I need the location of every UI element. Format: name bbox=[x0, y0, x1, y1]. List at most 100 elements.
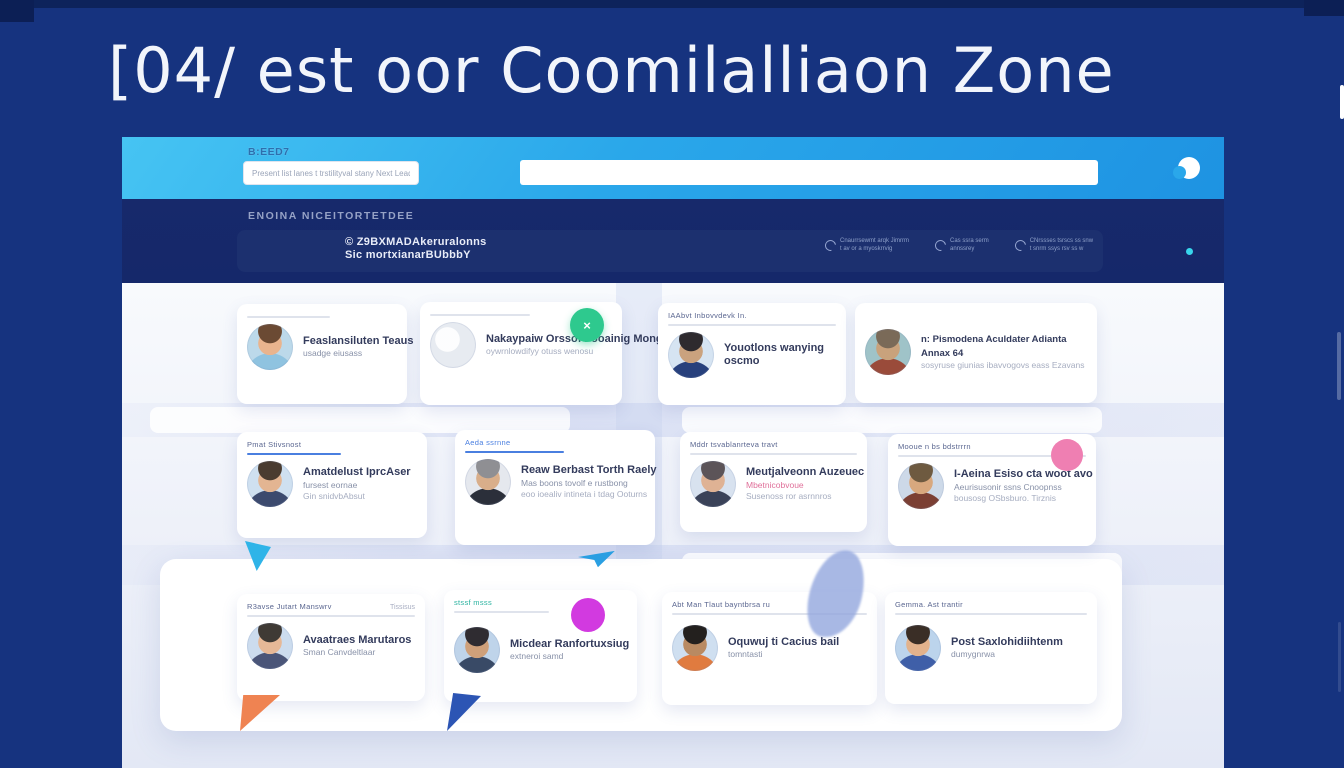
contact-name-line2: oscmo bbox=[724, 355, 760, 367]
contact-card[interactable]: Aeda ssrnne Reaw Berbast Torth Raely Mas… bbox=[455, 430, 657, 545]
status-dot bbox=[1186, 248, 1193, 255]
contact-name: Avaatraes Marutaros bbox=[303, 633, 412, 646]
card-header-right: Tissisus bbox=[389, 604, 415, 611]
nav-panel: © Z9BXMADAkeruralonns Sic mortxianarBUbb… bbox=[237, 230, 1103, 272]
card-header: Abt Man Tlaut bayntbrsa ru bbox=[672, 600, 771, 609]
contact-name: I-Aeina Esiso cta woot avo bbox=[954, 468, 1093, 481]
nav-link-2[interactable]: Cas ssra serm annssrey bbox=[932, 237, 989, 254]
contact-detail: extneroi samd bbox=[510, 651, 564, 662]
contact-detail: Mbetnicobvoue bbox=[746, 479, 804, 490]
contact-detail: tomntasti bbox=[728, 649, 763, 660]
nav-link-1[interactable]: Cnaurrsewmt arqk Jimrrm t av or a myoskr… bbox=[822, 237, 909, 254]
scrollbar-track-mark bbox=[1337, 332, 1341, 400]
contact-name: Meutjalveonn Auzeuec bbox=[746, 466, 865, 479]
card-divider bbox=[247, 615, 415, 617]
card-header: Mddr tsvablanrteva travt bbox=[690, 440, 778, 449]
contact-card[interactable]: Mooue n bs bdstrrrn I-Aeina Esiso cta wo… bbox=[888, 434, 1096, 546]
contact-detail: Mas boons tovolf e rustbong bbox=[521, 477, 628, 488]
avatar bbox=[465, 459, 511, 505]
swirl-icon[interactable] bbox=[1173, 157, 1200, 179]
background-strip bbox=[682, 407, 1102, 433]
contact-name: Post Saxlohidiihtenm bbox=[951, 635, 1063, 648]
contact-name: n: Pismodena Aculdater Adianta Annax 64 bbox=[921, 334, 1067, 359]
contact-detail: usadge eiusass bbox=[303, 348, 363, 359]
nav-link-label-top: Cnaurrsewmt arqk Jimrrm bbox=[840, 238, 910, 244]
avatar bbox=[454, 627, 500, 673]
contact-card[interactable]: Feaslansiluten Teaus usadge eiusass bbox=[237, 304, 414, 404]
card-divider bbox=[672, 613, 867, 615]
card-divider bbox=[247, 453, 341, 455]
contact-card[interactable]: R3avse Jutart Manswrv Tissisus Avaatraes… bbox=[237, 594, 425, 701]
contact-card[interactable]: Nakaypaiw Orssof Fooainig Mong oywrnlowd… bbox=[420, 302, 663, 405]
card-header: Gemma. Ast trantir bbox=[895, 600, 963, 609]
search-input[interactable] bbox=[243, 161, 419, 185]
card-header: Aeda ssrnne bbox=[465, 438, 511, 447]
contact-card[interactable]: Gemma. Ast trantir Post Saxlohidiihtenm … bbox=[885, 592, 1097, 704]
nav-link-label-bottom: t snrm ssys rsv ss w bbox=[1029, 245, 1084, 252]
card-divider bbox=[465, 451, 564, 453]
card-header: Pmat Stivsnost bbox=[247, 440, 302, 449]
contact-name: Youotlons wanying bbox=[724, 341, 825, 354]
card-divider bbox=[898, 455, 1086, 457]
nav-link-3[interactable]: CNrssses tsrscs ss snw t snrm ssys rsv s… bbox=[1012, 237, 1093, 254]
contact-detail: eoo ioealiv intineta i tdag Ooturns bbox=[521, 488, 648, 499]
avatar bbox=[895, 625, 941, 671]
card-header: IAAbvt Inbovvdevk In. bbox=[668, 311, 747, 320]
contact-card[interactable]: Pmat Stivsnost Amatdelust IprcAser furse… bbox=[237, 432, 427, 538]
contact-detail: bousosg OSbsburo. Tirznis bbox=[954, 492, 1057, 503]
nav-link-label: Cas ssra serm annssrey bbox=[950, 238, 989, 253]
page-title: [04/ est oor Coomilalliaon Zone bbox=[108, 34, 1115, 107]
board-content: Feaslansiluten Teaus usadge eiusass Naka… bbox=[122, 283, 1224, 768]
scrollbar-thumb[interactable] bbox=[1340, 85, 1344, 119]
background-strip bbox=[150, 407, 570, 433]
circle-icon bbox=[932, 237, 949, 254]
nav-caption: ENOINA NICEITORTETDEE bbox=[248, 210, 415, 222]
avatar bbox=[690, 461, 736, 507]
contact-name: Amatdelust IprcAser bbox=[303, 466, 411, 479]
card-divider bbox=[247, 316, 330, 318]
header-bar: B:EED7 bbox=[122, 137, 1224, 199]
nav-link-label-top: Cas ssra serm bbox=[950, 238, 989, 244]
nav-link-label-bottom: t av or a myoskrrvig bbox=[840, 245, 893, 252]
contact-card[interactable]: IAAbvt Inbovvdevk In. Youotlons wanying … bbox=[658, 303, 846, 405]
card-divider bbox=[895, 613, 1087, 615]
card-header: Mooue n bs bdstrrrn bbox=[898, 442, 971, 451]
contact-detail: oywrnlowdifyy otuss wenosu bbox=[486, 346, 594, 357]
avatar bbox=[247, 461, 293, 507]
card-header: R3avse Jutart Manswrv bbox=[247, 602, 332, 611]
corner-block-top-left bbox=[0, 0, 34, 22]
contact-name: Feaslansiluten Teaus bbox=[303, 334, 414, 347]
brand-line-2: Sic mortxianarBUbbbY bbox=[345, 249, 471, 261]
contact-detail: sosyruse giunias ibavvogovs eass Ezavans bbox=[921, 360, 1085, 370]
card-divider bbox=[430, 314, 531, 316]
contact-card[interactable]: Mddr tsvablanrteva travt Meutjalveonn Au… bbox=[680, 432, 867, 532]
nav-link-label-bottom: annssrey bbox=[950, 245, 975, 252]
avatar-placeholder bbox=[430, 322, 476, 368]
nav-link-label-top: CNrssses tsrscs ss snw bbox=[1029, 238, 1094, 244]
avatar bbox=[247, 623, 293, 669]
secondary-input[interactable] bbox=[520, 160, 1098, 185]
contact-card[interactable]: n: Pismodena Aculdater Adianta Annax 64 … bbox=[855, 303, 1097, 403]
navigation-band: ENOINA NICEITORTETDEE © Z9BXMADAkeruralo… bbox=[122, 199, 1224, 283]
avatar bbox=[898, 463, 944, 509]
scrollbar-track-mark bbox=[1338, 622, 1341, 692]
contact-name: Micdear Ranfortuxsiug bbox=[510, 637, 630, 650]
contact-detail: dumygnrwa bbox=[951, 649, 995, 660]
brand-text: © Z9BXMADAkeruralonns Sic mortxianarBUbb… bbox=[345, 236, 487, 262]
circle-icon bbox=[822, 237, 839, 254]
nav-link-label: CNrssses tsrscs ss snw t snrm ssys rsv s… bbox=[1030, 238, 1093, 253]
nav-link-label: Cnaurrsewmt arqk Jimrrm t av or a myoskr… bbox=[840, 238, 909, 253]
top-edge-shade bbox=[0, 0, 1344, 8]
notification-dot bbox=[571, 598, 605, 632]
avatar bbox=[247, 324, 293, 370]
corner-block-top-right bbox=[1304, 0, 1344, 16]
contact-detail: Aeurisusonir ssns Cnoopnss bbox=[954, 481, 1062, 492]
nav-links: Cnaurrsewmt arqk Jimrrm t av or a myoskr… bbox=[822, 237, 1093, 254]
contact-card[interactable]: stssf msss Micdear Ranfortuxsiug extnero… bbox=[444, 590, 637, 702]
circle-icon bbox=[1012, 237, 1028, 254]
contact-detail: fursest eornae bbox=[303, 479, 358, 490]
card-header: stssf msss bbox=[454, 598, 492, 607]
close-button[interactable]: × bbox=[570, 308, 604, 342]
contact-detail: Gin snidvbAbsut bbox=[303, 490, 365, 501]
avatar bbox=[672, 625, 718, 671]
